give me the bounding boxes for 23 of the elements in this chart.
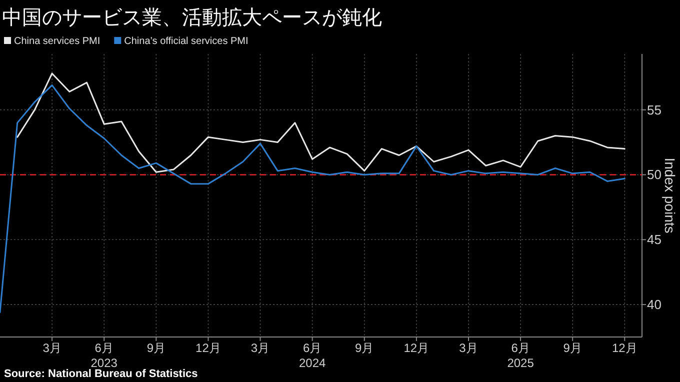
x-tick-label: 6月 2023 (90, 341, 118, 370)
line-series (16, 72, 626, 173)
legend-label: China’s official services PMI (124, 36, 248, 47)
x-tick-label: 3月 (459, 341, 478, 355)
x-tick-label: 9月 (563, 341, 582, 355)
x-tick-label: 6月 2024 (298, 341, 326, 370)
x-tick-label: 9月 (146, 341, 166, 355)
x-tick-label: 12月 (404, 341, 430, 355)
y-tick-label: 40 (647, 297, 662, 312)
x-tick-label: 3月 (42, 341, 62, 355)
line-series (0, 84, 626, 314)
y-tick-label: 55 (647, 102, 662, 118)
chart-title: 中国のサービス業、活動拡大ペースが鈍化 (2, 7, 382, 29)
y-axis-title: Index points (662, 158, 678, 234)
y-tick-label: 45 (647, 232, 662, 248)
x-tick-label: 9月 (355, 341, 374, 355)
x-tick-label: 6月 2025 (507, 341, 534, 370)
y-tick-label: 50 (647, 167, 662, 182)
x-tick-label: 12月 (196, 341, 221, 355)
x-tick-label: 3月 (250, 341, 270, 355)
legend-label: China services PMI (14, 36, 100, 47)
source-note: Source: National Bureau of Statistics (4, 368, 198, 380)
x-tick-label: 12月 (612, 341, 638, 355)
